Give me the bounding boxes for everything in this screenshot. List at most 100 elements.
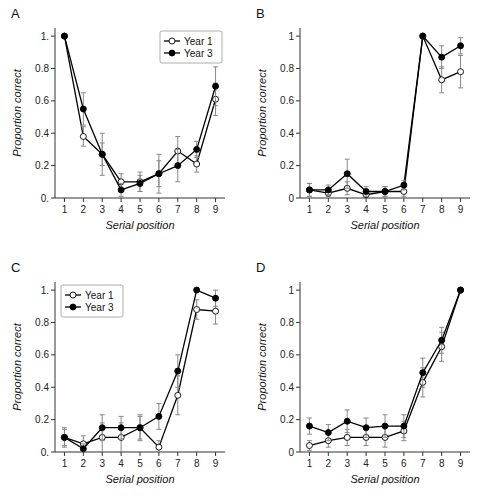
- series: [306, 287, 463, 450]
- point: [175, 392, 181, 398]
- x-tick-label: 3: [99, 458, 105, 469]
- y-tick: [51, 387, 55, 388]
- error-cap: [175, 414, 180, 415]
- panel: 1234567890.0.20.40.60.81.Serial position…: [11, 260, 225, 485]
- error-cap: [439, 68, 444, 69]
- error-cap: [100, 452, 105, 453]
- error-cap: [62, 445, 67, 446]
- y-tick: [296, 354, 300, 355]
- y-tick: [296, 419, 300, 420]
- error-cap: [307, 196, 312, 197]
- error-cap: [364, 445, 369, 446]
- x-tick: [403, 452, 404, 456]
- x-tick-label: 5: [137, 204, 143, 215]
- x-tick: [102, 452, 103, 456]
- error-bar: [401, 415, 406, 438]
- y-tick: [51, 452, 55, 453]
- error-cap: [62, 429, 67, 430]
- error-bar: [194, 300, 199, 319]
- x-tick: [328, 198, 329, 202]
- error-cap: [119, 183, 124, 184]
- error-cap: [364, 418, 369, 419]
- error-cap: [420, 396, 425, 397]
- error-cap: [364, 196, 369, 197]
- point: [306, 443, 312, 449]
- error-cap: [439, 92, 444, 93]
- x-tick: [158, 198, 159, 202]
- point: [439, 54, 445, 60]
- error-cap: [213, 115, 218, 116]
- series: [306, 287, 463, 441]
- error-cap: [383, 414, 388, 415]
- x-tick-label: 1: [307, 204, 313, 215]
- error-cap: [420, 387, 425, 388]
- panel-label: B: [256, 6, 265, 21]
- error-cap: [439, 327, 444, 328]
- error-cap: [307, 450, 312, 451]
- y-tick-label: 0.2: [35, 160, 49, 171]
- error-cap: [119, 439, 124, 440]
- plot-area: [61, 287, 218, 452]
- x-tick-label: 2: [81, 458, 87, 469]
- y-tick: [51, 354, 55, 355]
- legend-marker: [70, 292, 76, 298]
- point: [458, 43, 464, 49]
- x-tick-label: 5: [137, 458, 143, 469]
- y-tick-label: 0.6: [280, 349, 294, 360]
- point: [213, 308, 219, 314]
- panel-label: C: [11, 260, 20, 275]
- y-tick-label: 0.8: [35, 317, 49, 328]
- error-cap: [194, 172, 199, 173]
- point: [61, 434, 67, 440]
- x-tick-label: 3: [344, 458, 350, 469]
- y-tick: [296, 100, 300, 101]
- error-cap: [401, 414, 406, 415]
- x-tick-label: 3: [99, 204, 105, 215]
- error-cap: [119, 452, 124, 453]
- y-tick: [51, 419, 55, 420]
- error-bar: [307, 441, 312, 451]
- y-axis: [300, 28, 301, 198]
- error-bar: [81, 93, 86, 125]
- error-cap: [326, 447, 331, 448]
- error-cap: [401, 440, 406, 441]
- x-tick-label: 1: [307, 458, 313, 469]
- point: [137, 180, 143, 186]
- x-tick-label: 6: [156, 458, 162, 469]
- error-cap: [439, 45, 444, 46]
- error-bar: [307, 418, 312, 434]
- error-cap: [194, 141, 199, 142]
- point: [194, 146, 200, 152]
- point: [439, 77, 445, 83]
- y-tick-label: 0.2: [35, 414, 49, 425]
- error-cap: [175, 136, 180, 137]
- point: [118, 179, 124, 185]
- x-label: Serial position: [105, 219, 174, 231]
- x-tick: [460, 452, 461, 456]
- y-tick: [51, 68, 55, 69]
- x-tick: [83, 198, 84, 202]
- x-tick: [121, 198, 122, 202]
- error-bar: [458, 56, 463, 88]
- x-tick-label: 2: [81, 204, 87, 215]
- point: [325, 187, 331, 193]
- y-tick-label: 0: [288, 447, 294, 458]
- legend-marker: [70, 304, 76, 310]
- error-cap: [194, 319, 199, 320]
- x-tick: [102, 198, 103, 202]
- point: [156, 171, 162, 177]
- error-cap: [383, 196, 388, 197]
- x-tick: [441, 198, 442, 202]
- x-tick-label: 3: [344, 204, 350, 215]
- point: [420, 33, 426, 39]
- y-tick-label: 1.: [41, 285, 49, 296]
- point: [156, 444, 162, 450]
- y-tick: [296, 322, 300, 323]
- y-axis: [55, 282, 56, 452]
- y-tick: [51, 133, 55, 134]
- error-cap: [81, 146, 86, 147]
- point: [80, 106, 86, 112]
- x-tick-label: 4: [118, 204, 124, 215]
- point: [156, 171, 162, 177]
- x-tick: [121, 452, 122, 456]
